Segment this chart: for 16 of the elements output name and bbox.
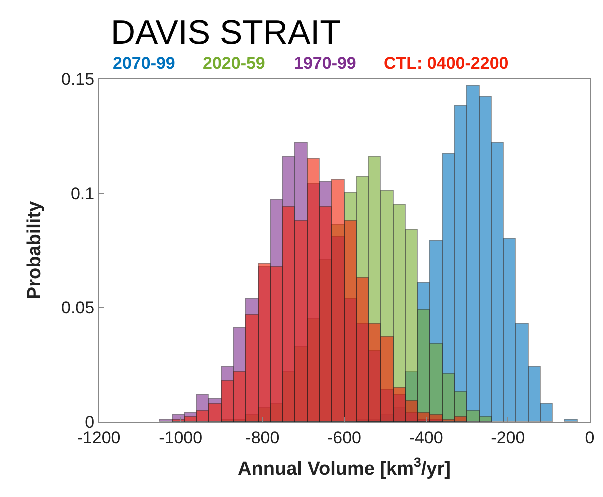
chart-title: DAVIS STRAIT [111, 14, 341, 52]
text: 1970-99 [294, 54, 356, 73]
y-tick-label: 0.1 [70, 184, 95, 204]
y-tick-label: 0.15 [62, 70, 95, 89]
x-tick-label: -1000 [159, 428, 203, 448]
x-tick-label: -800 [246, 428, 280, 448]
x-tick-label: -600 [327, 428, 362, 448]
text: 2070-99 [113, 54, 176, 73]
y-tick-label: 0.05 [62, 298, 95, 318]
x-tick-label: -400 [409, 428, 444, 448]
x-axis-title: Annual Volume [km$^{3}$/yr] [238, 455, 451, 480]
x-tick-label: 0 [585, 428, 595, 448]
y-axis-title: Probability [24, 200, 46, 300]
text: CTL: 0400-2200 [384, 54, 509, 73]
text: 2020-59 [203, 54, 266, 73]
x-tick-label: -200 [491, 428, 526, 448]
